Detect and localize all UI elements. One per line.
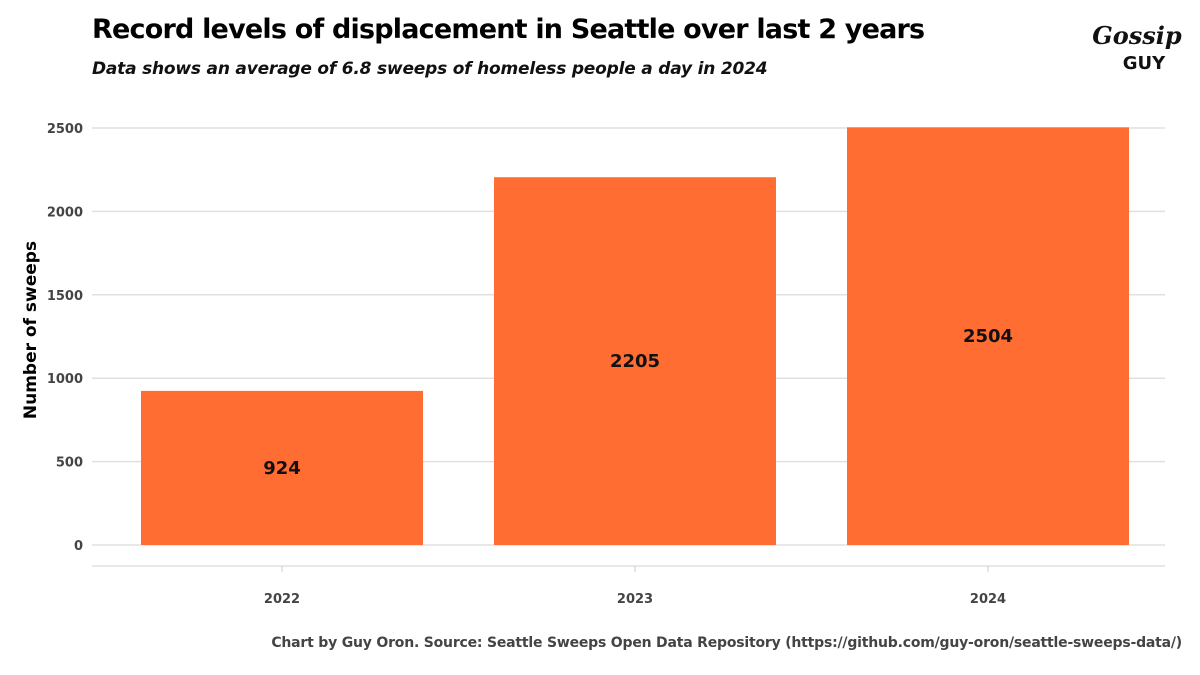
y-tick-label: 1000 <box>47 372 83 387</box>
data-label: 2504 <box>963 326 1013 347</box>
data-label: 924 <box>263 458 301 479</box>
chart-title: Record levels of displacement in Seattle… <box>92 14 925 45</box>
bar <box>141 390 423 545</box>
bar <box>847 127 1129 546</box>
y-tick-label: 2500 <box>47 122 83 137</box>
gossip-guy-logo: Gossip GUY <box>1092 21 1182 74</box>
svg-text:GUY: GUY <box>1123 53 1166 74</box>
bar <box>494 177 776 545</box>
y-tick-label: 0 <box>74 539 83 554</box>
x-tick-label: 2024 <box>970 592 1006 607</box>
data-label: 2205 <box>610 351 660 372</box>
chart-subtitle: Data shows an average of 6.8 sweeps of h… <box>92 59 768 79</box>
svg-text:Gossip: Gossip <box>1092 21 1182 50</box>
y-tick-label: 2000 <box>47 205 83 220</box>
x-tick-label: 2022 <box>264 592 300 607</box>
x-tick-label: 2023 <box>617 592 653 607</box>
y-tick-label: 1500 <box>47 289 83 304</box>
y-tick-label: 500 <box>56 456 83 471</box>
y-axis-label: Number of sweeps <box>21 241 41 419</box>
chart-caption: Chart by Guy Oron. Source: Seattle Sweep… <box>271 635 1182 651</box>
